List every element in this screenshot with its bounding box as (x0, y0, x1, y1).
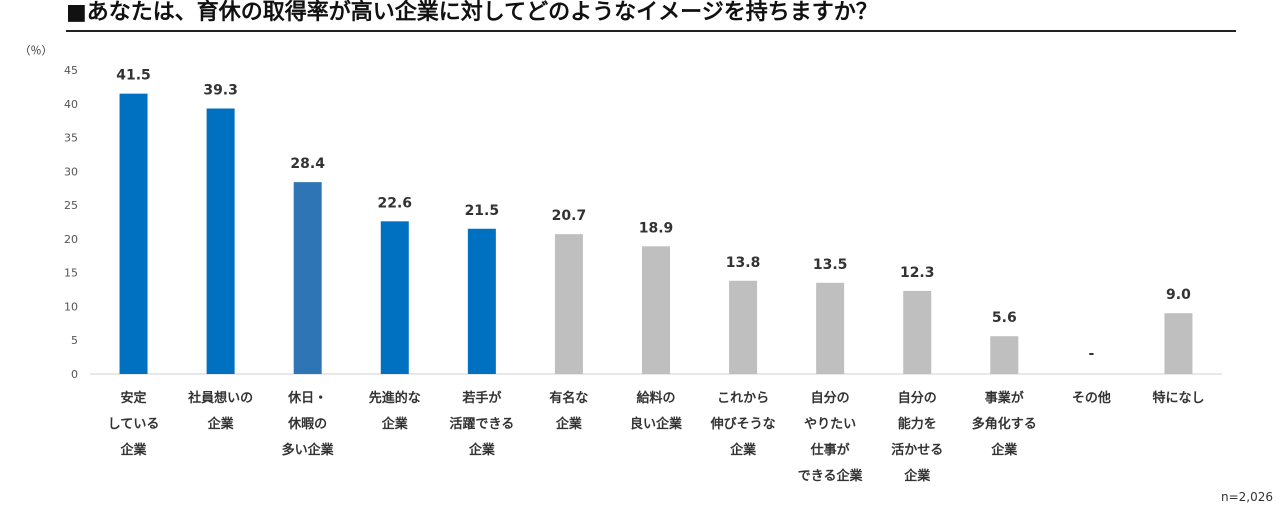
x-tick-label: その他 (1072, 390, 1111, 406)
y-tick-label: 35 (64, 132, 78, 145)
x-tick-label: 企業 (120, 442, 148, 458)
bar (816, 282, 845, 374)
x-tick-label: している (108, 417, 160, 432)
data-label: 28.4 (290, 156, 325, 172)
x-tick-label: 先進的な (369, 390, 421, 406)
x-tick-label: 有名な (549, 390, 588, 406)
x-tick-label: 能力を (898, 416, 937, 432)
bar (990, 336, 1019, 374)
sample-size-note: n=2,026 (1220, 490, 1273, 504)
chart-title: ■あなたは、育休の取得率が高い企業に対してどのようなイメージを持ちますか？ (66, 0, 878, 25)
x-tick-label: 自分の (898, 390, 937, 406)
y-tick-label: 45 (64, 64, 78, 77)
x-tick-label: できる企業 (798, 468, 864, 484)
x-tick-label: 企業 (555, 416, 583, 432)
x-tick-label: 多い企業 (282, 442, 335, 458)
x-tick-label: 企業 (381, 416, 409, 432)
x-tick-label: 事業が (985, 390, 1024, 406)
x-tick-label: 良い企業 (630, 416, 683, 432)
x-tick-label: 若手が (461, 390, 501, 406)
data-label: 21.5 (465, 203, 500, 219)
x-tick-label: 活かせる (891, 442, 943, 458)
bar (1164, 313, 1193, 374)
data-label: 13.8 (726, 255, 761, 271)
y-tick-label: 40 (64, 98, 78, 111)
x-tick-label: 特になし (1152, 390, 1204, 406)
x-tick-label: やりたい (804, 417, 856, 432)
data-label: 39.3 (203, 83, 238, 99)
bar (380, 221, 409, 374)
y-axis-unit-label: （％） (20, 44, 53, 57)
data-label: 13.5 (813, 257, 848, 273)
bar (467, 228, 496, 374)
data-label: - (1088, 346, 1094, 362)
data-label: 5.6 (992, 310, 1017, 326)
data-label: 18.9 (639, 220, 674, 236)
y-tick-label: 10 (64, 300, 78, 313)
x-tick-label: 休日・ (287, 390, 327, 406)
x-tick-label: これから (717, 391, 769, 406)
x-tick-label: 企業 (207, 416, 235, 432)
bar (642, 246, 670, 374)
x-tick-label: 安定 (121, 390, 147, 406)
x-tick-label: 多角化する (972, 416, 1037, 432)
bar (206, 108, 235, 375)
x-tick-label: 社員想いの (187, 390, 253, 406)
bar (554, 234, 583, 374)
bar (119, 93, 148, 375)
y-tick-label: 30 (64, 165, 78, 178)
y-tick-label: 5 (71, 334, 78, 347)
x-tick-label: 企業 (468, 442, 496, 458)
data-label: 9.0 (1166, 287, 1191, 303)
title-underline (66, 30, 1236, 32)
bar (903, 290, 932, 374)
data-label: 20.7 (552, 208, 587, 224)
x-tick-label: 活躍できる (449, 416, 514, 432)
x-tick-label: 給料の (636, 390, 675, 406)
y-tick-label: 15 (64, 267, 78, 280)
y-tick-label: 20 (64, 233, 78, 246)
x-tick-label: 自分の (811, 390, 850, 406)
x-tick-label: 企業 (990, 442, 1018, 458)
data-label: 41.5 (116, 68, 151, 84)
x-tick-label: 企業 (903, 468, 931, 484)
x-tick-label: 仕事が (810, 442, 850, 458)
data-label: 22.6 (377, 195, 412, 211)
x-tick-label: 企業 (729, 442, 757, 458)
bar (293, 182, 322, 374)
x-tick-label: 伸びそうな (710, 416, 776, 432)
data-label: 12.3 (900, 265, 935, 281)
x-tick-label: 休暇の (287, 416, 327, 432)
bar (729, 280, 758, 374)
y-tick-label: 0 (71, 368, 78, 381)
y-tick-label: 25 (64, 199, 78, 212)
